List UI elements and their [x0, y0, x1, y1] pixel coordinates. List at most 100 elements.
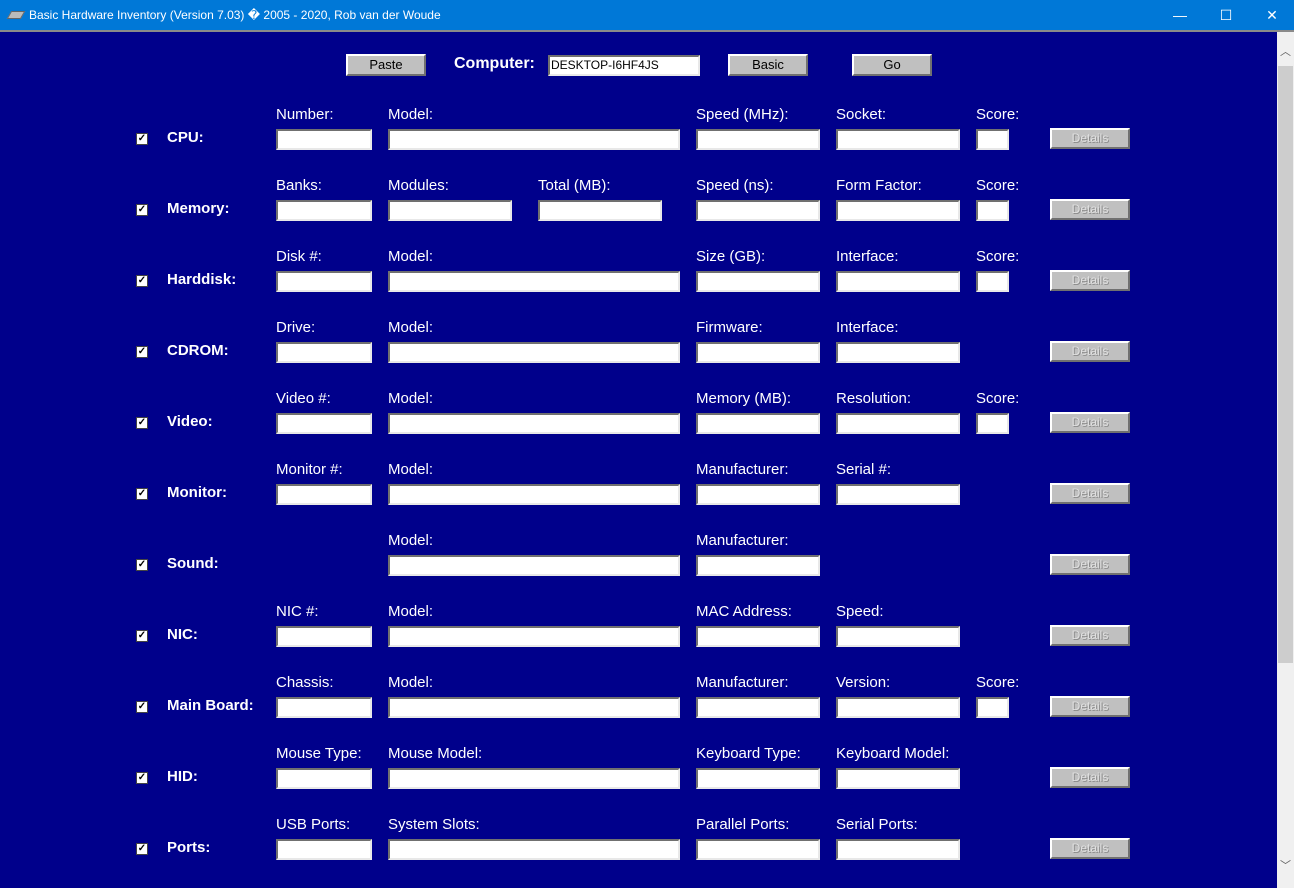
section-label-harddisk: Harddisk: — [167, 271, 237, 288]
field-input[interactable] — [836, 626, 960, 647]
field-input[interactable] — [836, 768, 960, 789]
field-input[interactable] — [276, 200, 372, 221]
field-input[interactable] — [696, 271, 820, 292]
checkbox-harddisk[interactable]: ✓ — [136, 275, 148, 287]
scroll-thumb[interactable] — [1278, 66, 1293, 663]
computer-input[interactable]: DESKTOP-I6HF4JS — [548, 55, 700, 76]
details-button-cpu[interactable]: Details — [1050, 128, 1130, 149]
basic-button[interactable]: Basic — [728, 54, 808, 76]
paste-button[interactable]: Paste — [346, 54, 426, 76]
field-input[interactable] — [388, 768, 680, 789]
vertical-scrollbar[interactable]: ︿ ﹀ — [1277, 32, 1294, 888]
field-input[interactable] — [388, 697, 680, 718]
field-input[interactable] — [276, 768, 372, 789]
field-input[interactable] — [276, 271, 372, 292]
checkbox-hid[interactable]: ✓ — [136, 772, 148, 784]
scroll-up-icon[interactable]: ︿ — [1280, 46, 1291, 58]
field-input[interactable] — [696, 768, 820, 789]
divider — [0, 30, 1294, 32]
checkbox-nic[interactable]: ✓ — [136, 630, 148, 642]
field-input[interactable] — [836, 200, 960, 221]
field-input[interactable] — [388, 484, 680, 505]
field-input[interactable] — [976, 271, 1009, 292]
field-input[interactable] — [836, 342, 960, 363]
checkbox-sound[interactable]: ✓ — [136, 559, 148, 571]
field-input[interactable] — [276, 484, 372, 505]
section-label-video: Video: — [167, 413, 213, 430]
field-input[interactable] — [836, 697, 960, 718]
field-input[interactable] — [388, 129, 680, 150]
checkbox-memory[interactable]: ✓ — [136, 204, 148, 216]
section-label-cdrom: CDROM: — [167, 342, 229, 359]
app-icon — [6, 11, 26, 19]
field-label: Chassis: — [276, 674, 334, 691]
field-label: Memory (MB): — [696, 390, 791, 407]
computer-label: Computer: — [454, 55, 535, 72]
field-input[interactable] — [696, 413, 820, 434]
field-input[interactable] — [276, 413, 372, 434]
checkbox-main-board[interactable]: ✓ — [136, 701, 148, 713]
details-button-nic[interactable]: Details — [1050, 625, 1130, 646]
details-button-memory[interactable]: Details — [1050, 199, 1130, 220]
section-label-memory: Memory: — [167, 200, 230, 217]
scroll-down-icon[interactable]: ﹀ — [1280, 860, 1291, 872]
field-label: Score: — [976, 390, 1020, 407]
field-input[interactable] — [696, 484, 820, 505]
details-button-main-board[interactable]: Details — [1050, 696, 1130, 717]
field-input[interactable] — [696, 129, 820, 150]
details-button-video[interactable]: Details — [1050, 412, 1130, 433]
details-button-harddisk[interactable]: Details — [1050, 270, 1130, 291]
field-label: USB Ports: — [276, 816, 351, 833]
field-input[interactable] — [696, 342, 820, 363]
field-input[interactable] — [836, 271, 960, 292]
close-button[interactable]: ✕ — [1266, 6, 1278, 23]
details-button-ports[interactable]: Details — [1050, 838, 1130, 859]
field-label: Score: — [976, 248, 1020, 265]
details-button-hid[interactable]: Details — [1050, 767, 1130, 788]
field-input[interactable] — [836, 413, 960, 434]
field-input[interactable] — [976, 129, 1009, 150]
field-input[interactable] — [836, 839, 960, 860]
field-input[interactable] — [696, 626, 820, 647]
field-label: MAC Address: — [696, 603, 792, 620]
field-input[interactable] — [388, 839, 680, 860]
field-input[interactable] — [696, 697, 820, 718]
field-input[interactable] — [276, 129, 372, 150]
field-input[interactable] — [696, 839, 820, 860]
field-input[interactable] — [538, 200, 662, 221]
field-label: Size (GB): — [696, 248, 766, 265]
field-input[interactable] — [276, 342, 372, 363]
details-button-monitor[interactable]: Details — [1050, 483, 1130, 504]
section-label-nic: NIC: — [167, 626, 198, 643]
checkbox-cpu[interactable]: ✓ — [136, 133, 148, 145]
field-input[interactable] — [388, 342, 680, 363]
checkbox-video[interactable]: ✓ — [136, 417, 148, 429]
field-input[interactable] — [696, 555, 820, 576]
field-label: Manufacturer: — [696, 461, 789, 478]
field-label: Drive: — [276, 319, 316, 336]
field-input[interactable] — [388, 555, 680, 576]
go-button[interactable]: Go — [852, 54, 932, 76]
field-input[interactable] — [696, 200, 820, 221]
section-label-ports: Ports: — [167, 839, 211, 856]
field-input[interactable] — [276, 839, 372, 860]
checkbox-cdrom[interactable]: ✓ — [136, 346, 148, 358]
minimize-button[interactable]: — — [1173, 7, 1187, 23]
field-input[interactable] — [976, 413, 1009, 434]
field-input[interactable] — [836, 129, 960, 150]
field-input[interactable] — [836, 484, 960, 505]
details-button-cdrom[interactable]: Details — [1050, 341, 1130, 362]
field-input[interactable] — [976, 697, 1009, 718]
field-input[interactable] — [388, 200, 512, 221]
field-input[interactable] — [388, 413, 680, 434]
maximize-button[interactable]: ☐ — [1219, 6, 1233, 23]
field-input[interactable] — [388, 626, 680, 647]
checkbox-ports[interactable]: ✓ — [136, 843, 148, 855]
field-label: Disk #: — [276, 248, 322, 265]
field-input[interactable] — [976, 200, 1009, 221]
checkbox-monitor[interactable]: ✓ — [136, 488, 148, 500]
field-input[interactable] — [276, 626, 372, 647]
field-input[interactable] — [388, 271, 680, 292]
details-button-sound[interactable]: Details — [1050, 554, 1130, 575]
field-input[interactable] — [276, 697, 372, 718]
